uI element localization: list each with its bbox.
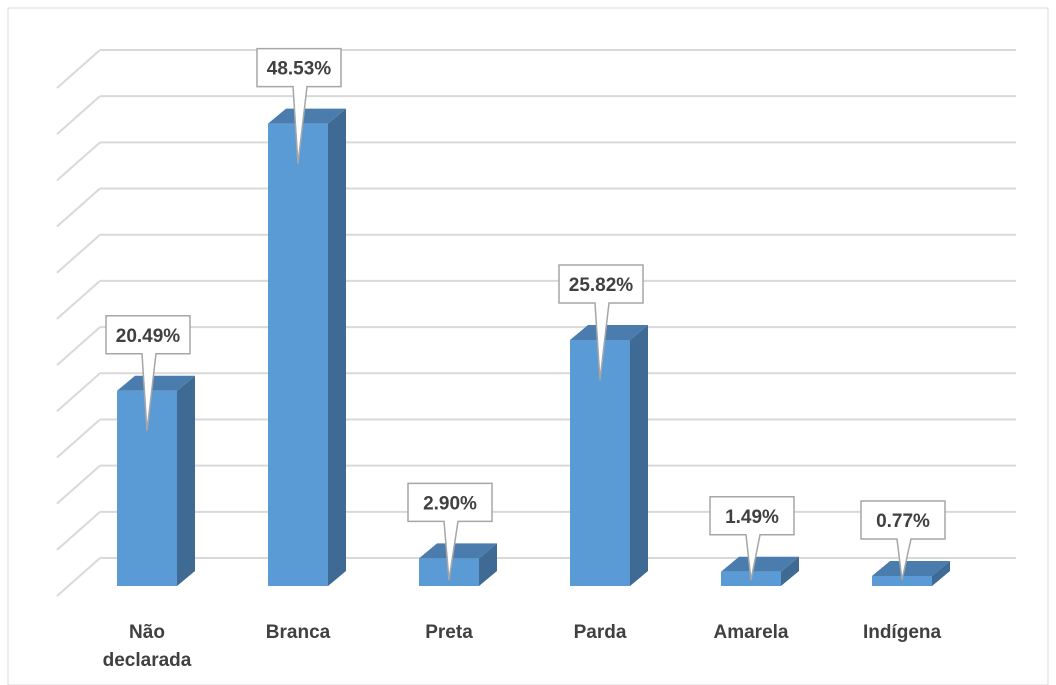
data-label-callout xyxy=(256,47,342,164)
data-label-text: 48.53% xyxy=(267,59,332,80)
bar-side xyxy=(630,325,648,586)
gridline-depth xyxy=(56,326,101,366)
data-label-text: 0.77% xyxy=(876,511,930,532)
data-label-callout xyxy=(558,264,644,381)
category-labels: Não declarada Branca Preta Parda Amarela Indíg… xyxy=(103,622,942,671)
bar-side xyxy=(932,561,950,586)
gridline-depth xyxy=(56,280,101,320)
data-label-callout xyxy=(407,482,493,581)
bar-side xyxy=(479,543,497,586)
bar-side xyxy=(328,108,346,587)
gridline-depth xyxy=(56,372,101,413)
bar xyxy=(117,375,195,586)
chart-frame xyxy=(7,7,1049,685)
bar-front xyxy=(570,340,630,586)
bar xyxy=(872,561,950,586)
category-label: Preta xyxy=(425,622,473,643)
bar xyxy=(570,325,648,586)
category-label: Amarela xyxy=(714,622,789,643)
bar xyxy=(419,543,497,586)
bar-top xyxy=(419,543,497,559)
data-label: 25.82% xyxy=(558,264,644,381)
gridline-depth xyxy=(56,187,101,228)
data-label: 1.49% xyxy=(709,496,795,581)
data-label-callout xyxy=(860,500,946,581)
data-label-callout xyxy=(105,315,191,431)
bar xyxy=(721,556,799,586)
data-label-text: 20.49% xyxy=(116,326,181,347)
gridline-depth xyxy=(56,141,101,182)
data-label-callout xyxy=(709,496,795,581)
bar-top xyxy=(570,325,648,341)
bar-front xyxy=(872,576,932,586)
gridline-depth xyxy=(56,464,101,505)
category-label: Parda xyxy=(574,622,627,643)
bar-top xyxy=(872,561,950,576)
bar-top xyxy=(117,375,195,391)
data-label: 0.77% xyxy=(860,500,946,581)
bar-front xyxy=(268,123,328,587)
gridline-depth xyxy=(56,233,101,274)
gridline-depth xyxy=(56,511,101,551)
bar-top xyxy=(268,108,346,124)
bar xyxy=(268,108,346,587)
bar-side xyxy=(781,556,799,586)
bar-side xyxy=(177,375,195,586)
gridline-depth xyxy=(56,95,101,135)
data-label: 2.90% xyxy=(407,482,493,581)
category-label: Branca xyxy=(266,622,331,643)
data-labels: 20.49% 48.53% 2.90% 25.82% 1.49% 0.77% xyxy=(105,47,946,581)
gridline-depth xyxy=(56,418,101,459)
data-label-text: 1.49% xyxy=(725,507,779,528)
data-label-text: 2.90% xyxy=(423,493,477,514)
category-label: Não declarada xyxy=(103,622,192,671)
data-label: 20.49% xyxy=(105,315,191,431)
gridline-depth xyxy=(56,49,101,89)
bar-top xyxy=(721,556,799,572)
category-label: Indígena xyxy=(863,622,942,643)
data-label-text: 25.82% xyxy=(569,275,634,296)
gridline-depth xyxy=(56,557,101,597)
bars xyxy=(117,108,950,587)
data-label: 48.53% xyxy=(256,47,342,164)
gridlines xyxy=(56,49,1016,597)
